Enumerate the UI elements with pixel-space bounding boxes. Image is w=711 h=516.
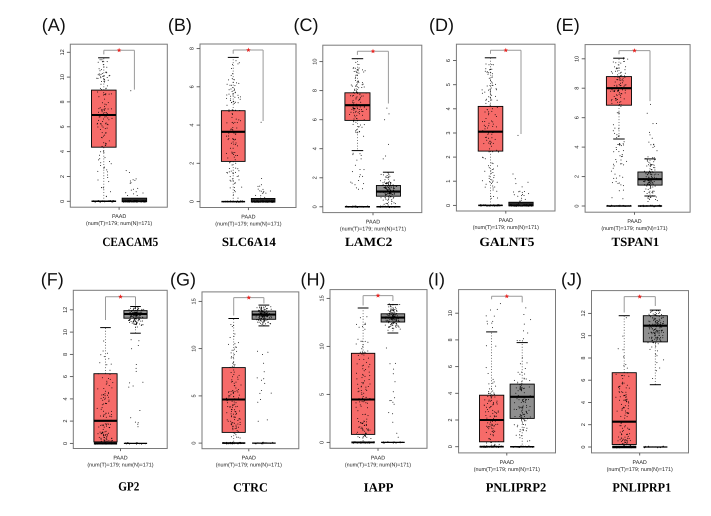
svg-text:4: 4 [581,401,587,404]
svg-text:PAAD: PAAD [500,460,514,466]
svg-text:4: 4 [312,147,318,150]
svg-text:PAAD: PAAD [241,215,255,221]
svg-text:10: 10 [312,58,318,64]
svg-text:GP2: GP2 [118,480,139,494]
svg-text:5: 5 [446,83,452,86]
svg-text:0: 0 [60,200,66,203]
svg-text:10: 10 [448,310,454,316]
svg-text:4: 4 [190,124,196,127]
svg-text:8: 8 [312,89,318,92]
svg-text:0: 0 [446,204,452,207]
svg-text:PAAD: PAAD [499,218,513,224]
svg-text:(num(T)=179; num(N)=171): (num(T)=179; num(N)=171) [601,226,667,232]
svg-text:6: 6 [190,85,196,88]
svg-text:GALNT5: GALNT5 [479,235,534,249]
svg-text:12: 12 [581,310,587,316]
svg-text:10: 10 [192,345,198,351]
svg-text:10: 10 [581,333,587,339]
svg-text:(num(T)=179; num(N)=171): (num(T)=179; num(N)=171) [607,467,673,473]
svg-text:0: 0 [581,445,587,448]
svg-text:0: 0 [575,204,581,207]
svg-text:(G): (G) [170,270,196,290]
svg-text:2: 2 [63,420,69,423]
svg-text:15: 15 [192,298,198,304]
svg-text:PAAD: PAAD [627,219,641,225]
svg-text:6: 6 [448,365,454,368]
svg-text:4: 4 [448,392,454,395]
svg-text:(D): (D) [429,15,454,35]
svg-text:(num(T)=179; num(N)=171): (num(T)=179; num(N)=171) [340,227,406,233]
svg-text:PAAD: PAAD [242,456,256,462]
svg-text:12: 12 [63,307,69,313]
svg-text:PAAD: PAAD [113,456,127,462]
svg-text:1: 1 [446,180,452,183]
svg-text:5: 5 [320,393,326,396]
svg-text:(I): (I) [428,270,445,290]
svg-text:10: 10 [63,329,69,335]
svg-text:0: 0 [320,441,326,444]
svg-text:(C): (C) [294,15,319,35]
svg-text:LAMC2: LAMC2 [345,235,392,249]
svg-text:0: 0 [448,445,454,448]
svg-text:PNLIPRP1: PNLIPRP1 [612,481,671,495]
svg-text:2: 2 [581,423,587,426]
svg-text:PAAD: PAAD [112,214,126,220]
svg-text:6: 6 [446,59,452,62]
svg-text:10: 10 [575,56,581,62]
svg-text:0: 0 [192,442,198,445]
svg-text:8: 8 [575,87,581,90]
svg-text:(B): (B) [168,15,192,35]
svg-text:2: 2 [190,162,196,165]
svg-text:8: 8 [60,100,66,103]
svg-text:6: 6 [581,379,587,382]
svg-text:(num(T)=179; num(N)=171): (num(T)=179; num(N)=171) [86,221,152,227]
svg-text:PNLIPRP2: PNLIPRP2 [486,481,547,495]
svg-text:(num(T)=179; num(N)=171): (num(T)=179; num(N)=171) [474,467,540,473]
svg-text:(A): (A) [42,15,66,35]
svg-text:0: 0 [312,205,318,208]
svg-text:(num(T)=179; num(N)=171): (num(T)=179; num(N)=171) [215,222,281,228]
svg-text:8: 8 [190,47,196,50]
svg-text:4: 4 [63,397,69,400]
svg-text:(num(T)=179; num(N)=171): (num(T)=179; num(N)=171) [216,463,282,469]
svg-text:(J): (J) [561,270,582,290]
svg-text:0: 0 [190,200,196,203]
svg-text:SLC6A14: SLC6A14 [222,235,277,249]
svg-text:8: 8 [63,353,69,356]
svg-text:PAAD: PAAD [366,220,380,226]
svg-text:8: 8 [448,338,454,341]
svg-text:3: 3 [446,131,452,134]
svg-text:2: 2 [575,175,581,178]
svg-text:15: 15 [320,295,326,301]
svg-text:12: 12 [60,49,66,55]
svg-text:(num(T)=179; num(N)=171): (num(T)=179; num(N)=171) [87,463,153,469]
svg-text:CEACAM5: CEACAM5 [102,235,158,249]
svg-text:10: 10 [60,74,66,80]
svg-text:6: 6 [63,375,69,378]
svg-text:2: 2 [60,175,66,178]
svg-text:8: 8 [581,356,587,359]
svg-text:2: 2 [448,418,454,421]
svg-text:(H): (H) [301,270,326,290]
svg-text:(F): (F) [41,270,64,290]
svg-text:2: 2 [312,176,318,179]
svg-text:6: 6 [60,125,66,128]
svg-text:(num(T)=179; num(N)=171): (num(T)=179; num(N)=171) [473,225,539,231]
svg-text:4: 4 [446,107,452,110]
svg-text:5: 5 [192,394,198,397]
svg-text:CTRC: CTRC [233,481,268,495]
svg-text:2: 2 [446,156,452,159]
svg-text:4: 4 [575,146,581,149]
svg-text:(E): (E) [556,15,580,35]
svg-text:4: 4 [60,150,66,153]
svg-text:10: 10 [320,343,326,349]
svg-text:6: 6 [575,116,581,119]
svg-text:TSPAN1: TSPAN1 [612,235,660,249]
svg-text:0: 0 [63,442,69,445]
svg-text:PAAD: PAAD [633,460,647,466]
svg-text:IAPP: IAPP [364,481,394,495]
svg-text:PAAD: PAAD [371,455,385,461]
svg-text:6: 6 [312,118,318,121]
svg-text:(num(T)=179; num(N)=171): (num(T)=179; num(N)=171) [345,462,411,468]
